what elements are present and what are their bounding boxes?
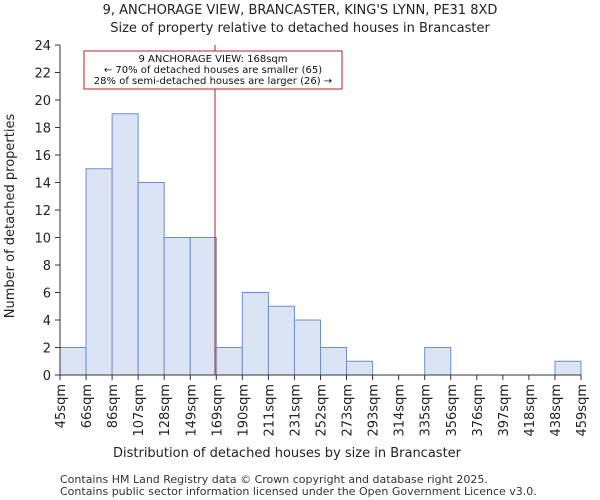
y-tick-label: 20: [34, 94, 51, 109]
y-tick-label: 8: [43, 259, 51, 274]
y-tick-label: 4: [43, 314, 51, 329]
x-tick-label: 356sqm: [445, 384, 460, 437]
x-tick-label: 459sqm: [575, 384, 590, 437]
y-tick-label: 18: [34, 122, 51, 137]
bar-252sqm: [320, 347, 348, 376]
bar-149sqm: [189, 237, 217, 376]
y-tick-label: 12: [34, 204, 51, 219]
x-tick-label: 438sqm: [549, 384, 564, 437]
chart-subtitle: Size of property relative to detached ho…: [110, 21, 490, 36]
bar-211sqm: [267, 305, 295, 376]
bar-190sqm: [241, 292, 269, 376]
footer-line2: Contains public sector information licen…: [60, 485, 537, 498]
bar-335sqm: [424, 347, 452, 376]
x-tick-label: 418sqm: [523, 384, 538, 437]
y-tick-label: 14: [34, 177, 51, 192]
x-tick-label: 376sqm: [471, 384, 486, 437]
annotation-line1: 9 ANCHORAGE VIEW: 168sqm: [138, 54, 287, 65]
x-tick-label: 211sqm: [262, 384, 277, 437]
bar-273sqm: [346, 360, 374, 376]
bar-169sqm: [215, 347, 243, 376]
x-tick-label: 252sqm: [315, 384, 330, 437]
x-tick-label: 169sqm: [210, 384, 225, 437]
bar-45sqm: [59, 347, 87, 376]
y-tick-label: 16: [34, 149, 51, 164]
x-tick-label: 335sqm: [419, 384, 434, 437]
x-tick-label: 128sqm: [158, 384, 173, 437]
x-tick-label: 45sqm: [54, 384, 69, 428]
y-tick-label: 6: [43, 287, 51, 302]
annotation-line2: ← 70% of detached houses are smaller (65…: [104, 65, 322, 76]
footer-line1: Contains HM Land Registry data © Crown c…: [60, 473, 488, 486]
x-tick-label: 107sqm: [132, 384, 147, 437]
x-tick-label: 273sqm: [341, 384, 356, 437]
y-tick-label: 10: [34, 232, 51, 247]
x-tick-label: 293sqm: [367, 384, 382, 437]
annotation-box: 9 ANCHORAGE VIEW: 168sqm ← 70% of detach…: [83, 50, 343, 90]
x-tick-label: 397sqm: [497, 384, 512, 437]
x-tick-label: 149sqm: [184, 384, 199, 437]
bar-438sqm: [554, 360, 582, 376]
annotation-frame: [83, 50, 343, 90]
y-tick-label: 0: [43, 369, 51, 384]
bar-107sqm: [137, 182, 165, 376]
y-axis-label: Number of detached properties: [3, 114, 18, 319]
x-tick-label: 86sqm: [106, 384, 121, 428]
y-tick-label: 22: [34, 67, 51, 82]
bar-128sqm: [163, 237, 191, 376]
annotation-line3: 28% of semi-detached houses are larger (…: [94, 76, 332, 87]
bar-86sqm: [111, 113, 139, 376]
bar-66sqm: [85, 168, 113, 376]
bar-231sqm: [293, 319, 322, 376]
x-tick-label: 314sqm: [393, 384, 408, 437]
chart-title: 9, ANCHORAGE VIEW, BRANCASTER, KING'S LY…: [103, 3, 498, 18]
y-tick-label: 2: [43, 342, 51, 357]
x-axis-ticks: 45sqm 66sqm 86sqm 107sqm 128sqm 149sqm 169sqm 1…: [54, 375, 590, 437]
y-tick-label: 24: [34, 39, 51, 54]
x-tick-label: 66sqm: [80, 384, 95, 428]
x-tick-label: 190sqm: [236, 384, 251, 437]
x-tick-label: 231sqm: [288, 384, 303, 437]
x-axis-label: Distribution of detached houses by size …: [113, 446, 462, 461]
bars: [59, 113, 582, 376]
